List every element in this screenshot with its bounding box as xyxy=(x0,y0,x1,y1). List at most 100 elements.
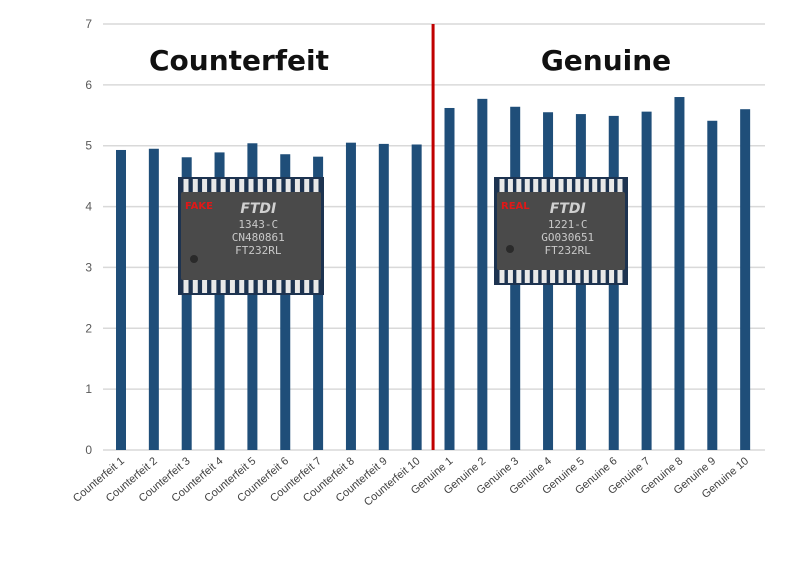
y-tick-label: 6 xyxy=(85,78,92,92)
y-tick-label: 1 xyxy=(85,382,92,396)
chip-pin xyxy=(558,179,564,193)
chip-pin xyxy=(239,279,245,293)
chip-pin xyxy=(583,269,589,283)
chip-pin xyxy=(566,179,572,193)
group-title: Genuine xyxy=(541,44,671,77)
chip-pin xyxy=(600,179,606,193)
chip-pin xyxy=(229,279,235,293)
chip-pin xyxy=(566,269,572,283)
chip-pin xyxy=(229,179,235,193)
chip-pin xyxy=(575,179,581,193)
chip-pin xyxy=(192,279,198,293)
chip-pin xyxy=(558,269,564,283)
bar xyxy=(477,98,488,451)
chip-tag: REAL xyxy=(501,201,530,212)
bar xyxy=(378,143,389,451)
chip-pin xyxy=(211,179,217,193)
chip-pin xyxy=(541,269,547,283)
chip-pin xyxy=(507,179,513,193)
chip-pin xyxy=(313,179,319,193)
chip-pin xyxy=(583,179,589,193)
chip-pin xyxy=(524,269,530,283)
chip-pin xyxy=(183,279,189,293)
y-tick-label: 3 xyxy=(85,260,92,274)
chip-pin xyxy=(600,269,606,283)
chip-pin xyxy=(276,279,282,293)
chip-pin xyxy=(257,279,263,293)
chip-body xyxy=(497,192,625,270)
chip-marking: 1343-C xyxy=(238,218,278,231)
chip-pin xyxy=(202,279,208,293)
chip-pin xyxy=(285,279,291,293)
chip-pin xyxy=(202,179,208,193)
chip-pin xyxy=(220,279,226,293)
bar xyxy=(116,149,126,450)
chip-pin xyxy=(267,179,273,193)
chip-pin xyxy=(267,279,273,293)
chip-pin xyxy=(617,269,623,283)
group-title: Counterfeit xyxy=(149,44,329,77)
chip-logo: FTDI xyxy=(240,201,276,217)
chip-pin xyxy=(192,179,198,193)
chip-pin xyxy=(617,179,623,193)
chip-pin xyxy=(609,269,615,283)
chip-pin xyxy=(550,269,556,283)
bar xyxy=(280,154,291,450)
chip-pin xyxy=(220,179,226,193)
bar xyxy=(247,143,258,450)
chip-pin xyxy=(541,179,547,193)
bar xyxy=(641,111,652,451)
chip-pin xyxy=(248,279,254,293)
y-tick-label: 5 xyxy=(85,139,92,153)
chip-pin xyxy=(499,179,505,193)
chip-pin xyxy=(507,269,513,283)
chip-pin xyxy=(533,179,539,193)
chip-dot xyxy=(190,255,198,263)
chip-pin xyxy=(257,179,263,193)
chip-pin xyxy=(516,179,522,193)
chip-pin xyxy=(313,279,319,293)
bar xyxy=(345,142,356,450)
chip-pin xyxy=(533,269,539,283)
bar xyxy=(411,144,422,451)
chip-logo: FTDI xyxy=(550,201,586,217)
chip-pin xyxy=(248,179,254,193)
chip-pin xyxy=(239,179,245,193)
chip-marking: 1221-C xyxy=(548,218,588,231)
bar xyxy=(707,120,718,451)
chip-dot xyxy=(506,245,514,253)
chip-pin xyxy=(304,279,310,293)
chip-pin xyxy=(294,279,300,293)
bar xyxy=(214,152,225,450)
chip-pin xyxy=(592,269,598,283)
chip-pin xyxy=(609,179,615,193)
bar xyxy=(313,156,324,450)
chip-tag: FAKE xyxy=(185,201,213,212)
chip-marking: FT232RL xyxy=(545,244,592,257)
chip-body xyxy=(181,192,321,280)
y-tick-label: 4 xyxy=(85,200,92,214)
chip-pin xyxy=(276,179,282,193)
chip-pin xyxy=(550,179,556,193)
bar xyxy=(444,107,455,451)
chip-pin xyxy=(575,269,581,283)
chip-pin xyxy=(499,269,505,283)
y-tick-label: 0 xyxy=(85,443,92,457)
chip-pin xyxy=(285,179,291,193)
y-tick-label: 7 xyxy=(85,17,92,31)
bar xyxy=(740,109,751,450)
bar xyxy=(181,157,192,450)
chip-marking: GO030651 xyxy=(541,231,594,244)
chip-marking: FT232RL xyxy=(235,244,282,257)
chip-pin xyxy=(294,179,300,193)
chip-pin xyxy=(592,179,598,193)
chip-pin xyxy=(516,269,522,283)
chip-pin xyxy=(304,179,310,193)
chip-pin xyxy=(524,179,530,193)
bar xyxy=(674,97,685,451)
chip-pin xyxy=(211,279,217,293)
